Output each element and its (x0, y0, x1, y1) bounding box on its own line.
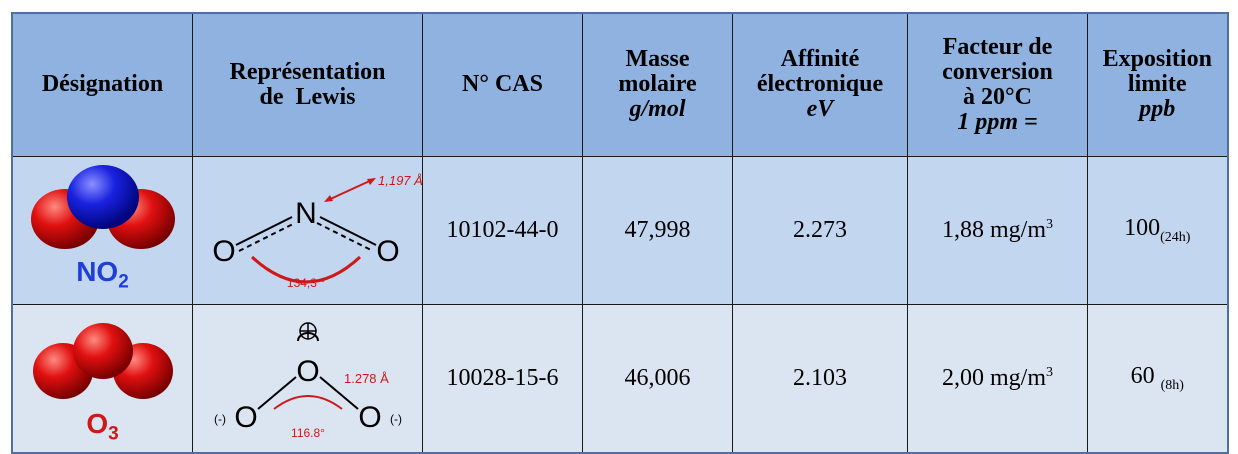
header-cell: Exposition limite ppb (1087, 12, 1228, 157)
cell: 2,00 mg/m3 (907, 303, 1088, 453)
formula: O3 (13, 408, 192, 446)
header-text: molaire (618, 71, 697, 98)
atom-sphere (67, 164, 139, 229)
cell: 10028-15-6 (422, 303, 583, 453)
header-text: à 20°C (963, 83, 1032, 110)
cell-sub: (8h) (1160, 377, 1184, 393)
cell-sub: (24h) (1160, 229, 1191, 245)
lewis-structure: O N O 134,3 ° 1,197 Å (212, 173, 423, 290)
length-label: 1,197 Å (378, 173, 422, 188)
angle-label: 134,3 ° (286, 276, 324, 290)
formula: NO2 (13, 256, 192, 294)
designation-cell: O3 (11, 303, 193, 453)
cell: 100(24h) (1087, 155, 1228, 305)
atom: O (296, 355, 319, 388)
angle-arc (250, 255, 361, 283)
atom: O (358, 401, 381, 434)
header-text: conversion (942, 58, 1053, 85)
cell: 2.103 (732, 303, 908, 453)
lewis-cell: O O O (-) (-) 116.8° 1.278 Å (192, 303, 423, 453)
cell: 47,998 (582, 155, 733, 305)
header-unit: g/mol (629, 96, 686, 123)
header-cell: Masse molaire g/mol (582, 12, 733, 157)
bond (235, 215, 292, 246)
lewis-structure: O O O (-) (-) 116.8° 1.278 Å (214, 321, 402, 440)
header-text: Facteur de (942, 33, 1053, 60)
header-text: Désignation (41, 71, 164, 98)
row: O3 O O O (-) (-) 116.8° 1.278 Å 10028-15… (11, 303, 1228, 453)
bond (316, 221, 373, 252)
cell: 1,88 mg/m3 (907, 155, 1088, 305)
header-text: Représentation (229, 58, 386, 85)
cell-sup: 3 (1046, 216, 1053, 232)
bond (238, 221, 295, 252)
cell: 10102-44-0 (422, 155, 583, 305)
molecule-model (31, 164, 175, 249)
angle-label: 116.8° (291, 426, 325, 440)
bond (296, 331, 319, 341)
cell: 46,006 (582, 303, 733, 453)
arrow-head (323, 177, 376, 202)
header-cell: Désignation (11, 12, 193, 157)
atom: O (376, 235, 399, 268)
bond (318, 375, 359, 410)
header-text: de Lewis (259, 83, 356, 110)
table: Désignation Représentation de Lewis N° CA… (11, 12, 1229, 454)
header-unit: ppb (1139, 96, 1176, 123)
length-label: 1.278 Å (344, 371, 389, 386)
atom: O (212, 235, 235, 268)
lewis-cell: O N O 134,3 ° 1,197 Å (192, 155, 423, 305)
header-unit: 1 ppm = (957, 108, 1038, 135)
header-text: Masse (625, 46, 690, 73)
header-text: Affinité (780, 46, 860, 73)
header-text: électronique (756, 71, 884, 98)
atom-sphere (73, 322, 133, 379)
angle-arc (272, 394, 343, 410)
formula-sub: 2 (118, 271, 129, 293)
bond (319, 215, 376, 246)
formula-sub: 3 (108, 423, 119, 445)
header-row: Désignation Représentation de Lewis N° CA… (11, 12, 1228, 157)
cell-text: 2,00 mg/m (941, 364, 1046, 391)
formula-text: NO (76, 255, 119, 287)
atom: O (234, 401, 257, 434)
header-cell: Affinité électronique eV (732, 12, 908, 157)
header-text: Exposition (1102, 46, 1212, 73)
header-cell: N° CAS (422, 12, 583, 157)
charge: (-) (390, 412, 402, 426)
atom: N (295, 197, 317, 230)
cell: 2.273 (732, 155, 908, 305)
row: NO2 O N O 134,3 ° 1,197 Å 10102-44-0 47,… (11, 155, 1228, 305)
designation-cell: NO2 (11, 155, 193, 305)
charge-symbol (299, 322, 316, 339)
cell-sup: 3 (1046, 364, 1053, 380)
cell: 60 (8h) (1087, 303, 1228, 453)
cell-text: 100 (1124, 214, 1161, 241)
header-text: limite (1127, 71, 1187, 98)
length-arrow (325, 177, 374, 202)
molecule-model (33, 322, 173, 399)
header-cell: Facteur de conversion à 20°C 1 ppm = (907, 12, 1088, 157)
formula-text: O (86, 407, 109, 439)
header-unit: eV (806, 96, 834, 123)
cell-text: 1,88 mg/m (941, 216, 1046, 243)
header-text: N° CAS (462, 71, 543, 98)
charge: (-) (214, 412, 226, 426)
header-cell: Représentation de Lewis (192, 12, 423, 157)
cell-text: 60 (1130, 362, 1155, 389)
bond (256, 375, 297, 410)
page: {"table": { "header": [ {"lines": ["Dési… (11, 12, 1229, 454)
